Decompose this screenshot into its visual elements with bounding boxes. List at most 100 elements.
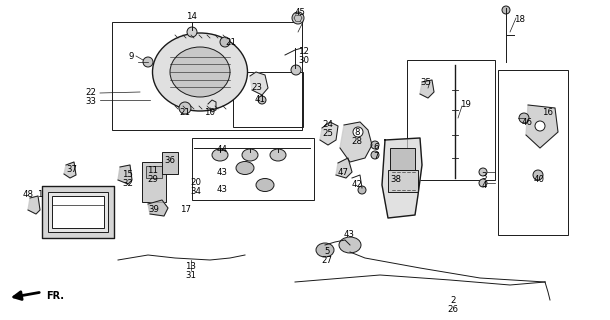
Circle shape — [358, 186, 366, 194]
Text: 6: 6 — [373, 143, 379, 152]
Text: 40: 40 — [534, 175, 545, 184]
Bar — [388, 170, 418, 192]
Text: 27: 27 — [321, 256, 332, 265]
Circle shape — [143, 57, 153, 67]
Text: 11: 11 — [148, 166, 159, 175]
Bar — [42, 186, 114, 238]
Text: 38: 38 — [390, 175, 401, 184]
Text: 5: 5 — [325, 247, 330, 256]
Ellipse shape — [339, 237, 361, 253]
Text: 31: 31 — [185, 271, 196, 280]
Ellipse shape — [316, 243, 334, 257]
Text: 43: 43 — [217, 168, 228, 177]
Circle shape — [479, 179, 487, 187]
Ellipse shape — [212, 149, 228, 161]
Text: 28: 28 — [351, 137, 362, 146]
Polygon shape — [64, 162, 76, 178]
Bar — [52, 196, 104, 228]
Circle shape — [353, 127, 363, 137]
Text: 3: 3 — [481, 172, 487, 181]
Circle shape — [533, 170, 543, 180]
Text: 30: 30 — [298, 56, 309, 65]
Text: 24: 24 — [323, 120, 334, 129]
Text: 17: 17 — [181, 205, 192, 214]
Text: 1: 1 — [37, 190, 43, 199]
Polygon shape — [420, 80, 434, 98]
Text: 41: 41 — [254, 95, 265, 104]
Ellipse shape — [170, 47, 230, 97]
Bar — [390, 148, 415, 178]
Circle shape — [371, 151, 379, 159]
Bar — [142, 162, 166, 202]
Circle shape — [258, 96, 266, 104]
Text: 26: 26 — [448, 305, 459, 314]
Text: 25: 25 — [323, 129, 334, 138]
Text: 10: 10 — [204, 108, 215, 117]
Text: 9: 9 — [129, 52, 134, 61]
Text: 35: 35 — [420, 78, 431, 87]
Text: 14: 14 — [187, 12, 198, 21]
Text: 34: 34 — [190, 187, 201, 196]
Bar — [407, 60, 495, 180]
Bar — [146, 166, 162, 178]
Bar — [498, 70, 568, 235]
Ellipse shape — [242, 149, 258, 161]
Text: 39: 39 — [149, 205, 159, 214]
Bar — [192, 138, 314, 200]
Bar — [233, 72, 303, 127]
Text: 19: 19 — [460, 100, 471, 109]
Polygon shape — [28, 196, 40, 214]
Circle shape — [179, 102, 191, 114]
Circle shape — [535, 121, 545, 131]
Ellipse shape — [236, 162, 254, 174]
Bar — [112, 22, 302, 130]
Text: 12: 12 — [298, 47, 309, 56]
Text: 16: 16 — [542, 108, 553, 117]
Circle shape — [187, 27, 197, 37]
Text: 23: 23 — [251, 83, 262, 92]
Text: FR.: FR. — [46, 291, 64, 301]
Text: 37: 37 — [66, 165, 77, 174]
Polygon shape — [320, 122, 338, 145]
Text: 42: 42 — [351, 180, 362, 189]
Text: 2: 2 — [450, 296, 456, 305]
Text: 45: 45 — [295, 8, 306, 17]
Ellipse shape — [256, 179, 274, 191]
Text: 4: 4 — [481, 181, 487, 190]
Text: 21: 21 — [179, 108, 190, 117]
Text: 20: 20 — [190, 178, 201, 187]
Polygon shape — [250, 72, 268, 95]
Text: 29: 29 — [148, 175, 159, 184]
Text: 44: 44 — [217, 145, 228, 154]
Text: 33: 33 — [85, 97, 96, 106]
Text: 7: 7 — [373, 152, 379, 161]
Circle shape — [220, 37, 230, 47]
Bar — [48, 192, 108, 232]
Polygon shape — [118, 165, 132, 184]
Circle shape — [292, 12, 304, 24]
Text: 18: 18 — [514, 15, 525, 24]
Ellipse shape — [270, 149, 286, 161]
Circle shape — [502, 6, 510, 14]
Circle shape — [479, 168, 487, 176]
Text: 21: 21 — [226, 38, 237, 47]
Text: 43: 43 — [217, 185, 228, 194]
Text: 47: 47 — [337, 168, 348, 177]
Text: 22: 22 — [85, 88, 96, 97]
Circle shape — [291, 65, 301, 75]
Text: 36: 36 — [165, 156, 176, 165]
Circle shape — [371, 141, 379, 149]
Polygon shape — [340, 122, 372, 162]
Polygon shape — [526, 105, 558, 148]
Ellipse shape — [152, 33, 248, 111]
Text: 15: 15 — [123, 170, 134, 179]
Polygon shape — [382, 138, 422, 218]
Polygon shape — [148, 200, 168, 216]
Circle shape — [519, 113, 529, 123]
Text: 32: 32 — [123, 179, 134, 188]
Text: 8: 8 — [354, 128, 360, 137]
Text: 46: 46 — [522, 118, 533, 127]
Bar — [162, 152, 178, 174]
Text: 48: 48 — [23, 190, 34, 199]
Text: 13: 13 — [185, 262, 196, 271]
